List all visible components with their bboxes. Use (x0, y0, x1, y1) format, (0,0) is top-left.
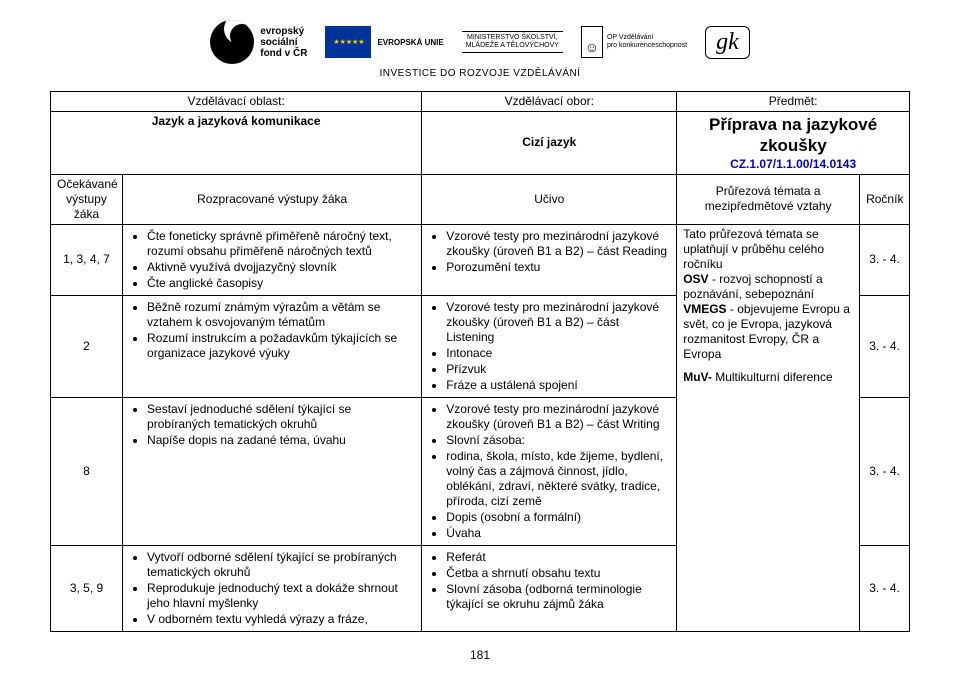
esf-swirl-icon (210, 20, 254, 64)
list-item: Referát (446, 550, 670, 565)
list-item: Vzorové testy pro mezinárodní jazykové z… (446, 229, 670, 259)
msmt-logo: MINISTERSTVO ŠKOLSTVÍ, MLÁDEŽE A TĚLOVÝC… (462, 31, 563, 54)
bullets: Referát Četba a shrnutí obsahu textu Slo… (446, 550, 670, 612)
vystupy-cell: Běžně rozumí známým výrazům a větám se v… (123, 295, 422, 397)
predmet-code: CZ.1.07/1.1.00/14.0143 (683, 157, 903, 172)
head-vystupy: Rozpracované výstupy žáka (123, 174, 422, 224)
oblast-label: Vzdělávací oblast: (51, 92, 422, 112)
ucivo-cell: Vzorové testy pro mezinárodní jazykové z… (422, 295, 677, 397)
list-item: Aktivně využívá dvojjazyčný slovník (147, 260, 415, 275)
obor-label: Vzdělávací obor: (422, 92, 677, 112)
bullets: Běžně rozumí známým výrazům a větám se v… (147, 300, 415, 361)
list-item: Sestaví jednoduché sdělení týkající se p… (147, 402, 415, 432)
list-item: Přízvuk (446, 362, 670, 377)
esf-logo: evropský sociální fond v ČR (210, 20, 307, 64)
list-item: Vzorové testy pro mezinárodní jazykové z… (446, 300, 670, 345)
bullets: Sestaví jednoduché sdělení týkající se p… (147, 402, 415, 448)
eu-text: EVROPSKÁ UNIE (377, 38, 443, 47)
esf-line: evropský (260, 26, 307, 37)
esf-line: fond v ČR (260, 48, 307, 59)
head-cross: Průřezová témata a mezipředmětové vztahy (677, 174, 860, 224)
spacer (683, 362, 853, 370)
head-ucivo: Učivo (422, 174, 677, 224)
op-logo: ☺ OP Vzdělávání pro konkurenceschopnost (581, 26, 687, 58)
list-item: Fráze a ustálená spojení (446, 378, 670, 393)
list-item: Čte anglické časopisy (147, 276, 415, 291)
cross-muv: MuV- Multikulturní diference (683, 370, 853, 385)
muv-r: Multikulturní diference (712, 370, 833, 384)
cross-vmegs: VMEGS - objevujeme Evropu a svět, co je … (683, 302, 853, 362)
osv-b: OSV (683, 272, 708, 286)
rocnik-cell: 3. - 4. (860, 224, 910, 295)
ucivo-cell: Referát Četba a shrnutí obsahu textu Slo… (422, 545, 677, 631)
values-row: Jazyk a jazyková komunikace Cizí jazyk P… (51, 112, 910, 175)
codes-cell: 8 (51, 397, 123, 545)
cross-cell: Tato průřezová témata se uplatňují v prů… (677, 224, 860, 631)
column-headers: Očekávané výstupy žáka Rozpracované výst… (51, 174, 910, 224)
labels-row: Vzdělávací oblast: Vzdělávací obor: Před… (51, 92, 910, 112)
list-item: Běžně rozumí známým výrazům a větám se v… (147, 300, 415, 330)
list-item: Úvaha (446, 526, 670, 541)
logo-row: evropský sociální fond v ČR ★ ★ ★ ★ ★ EV… (50, 20, 910, 64)
op-line: OP Vzdělávání (607, 34, 687, 42)
oblast-value: Jazyk a jazyková komunikace (51, 112, 422, 175)
rocnik-cell: 3. - 4. (860, 295, 910, 397)
page-root: evropský sociální fond v ČR ★ ★ ★ ★ ★ EV… (0, 0, 960, 695)
muv-b: MuV- (683, 370, 712, 384)
head-rocnik: Ročník (860, 174, 910, 224)
codes-cell: 1, 3, 4, 7 (51, 224, 123, 295)
esf-text: evropský sociální fond v ČR (260, 26, 307, 59)
eu-flag-icon: ★ ★ ★ ★ ★ (325, 26, 371, 58)
list-item: Reprodukuje jednoduchý text a dokáže shr… (147, 581, 415, 611)
predmet-cell: Příprava na jazykové zkoušky CZ.1.07/1.1… (677, 112, 910, 175)
page-number: 181 (50, 648, 910, 662)
bullets: Vzorové testy pro mezinárodní jazykové z… (446, 229, 670, 275)
list-item: Slovní zásoba (odborná terminologie týka… (446, 582, 670, 612)
list-item: Vytvoří odborné sdělení týkající se prob… (147, 550, 415, 580)
bullets: Čte foneticky správně přiměřeně náročný … (147, 229, 415, 291)
vystupy-cell: Čte foneticky správně přiměřeně náročný … (123, 224, 422, 295)
list-item: Intonace (446, 346, 670, 361)
op-icon: ☺ (581, 26, 603, 58)
curriculum-table: Vzdělávací oblast: Vzdělávací obor: Před… (50, 91, 910, 632)
ucivo-cell: Vzorové testy pro mezinárodní jazykové z… (422, 397, 677, 545)
invest-line: INVESTICE DO ROZVOJE VZDĚLÁVÁNÍ (50, 68, 910, 79)
list-item: Dopis (osobní a formální) (446, 510, 670, 525)
ucivo-cell: Vzorové testy pro mezinárodní jazykové z… (422, 224, 677, 295)
table-row: 1, 3, 4, 7 Čte foneticky správně přiměře… (51, 224, 910, 295)
list-item: Čte foneticky správně přiměřeně náročný … (147, 229, 415, 259)
cross-osv: OSV - rozvoj schopností a poznávání, seb… (683, 272, 853, 302)
rocnik-cell: 3. - 4. (860, 545, 910, 631)
vmegs-b: VMEGS (683, 302, 726, 316)
head-codes: Očekávané výstupy žáka (51, 174, 123, 224)
list-item: Slovní zásoba: (446, 433, 670, 448)
list-item: Rozumí instrukcím a požadavkům týkajícíc… (147, 331, 415, 361)
codes-cell: 3, 5, 9 (51, 545, 123, 631)
list-item: V odborném textu vyhledá výrazy a fráze, (147, 612, 415, 627)
list-item: Napíše dopis na zadané téma, úvahu (147, 433, 415, 448)
list-item: rodina, škola, místo, kde žijeme, bydlen… (446, 449, 670, 509)
op-line: pro konkurenceschopnost (607, 42, 687, 50)
bullets: Vytvoří odborné sdělení týkající se prob… (147, 550, 415, 627)
list-item: Četba a shrnutí obsahu textu (446, 566, 670, 581)
eu-logo: ★ ★ ★ ★ ★ EVROPSKÁ UNIE (325, 26, 443, 58)
codes-cell: 2 (51, 295, 123, 397)
esf-line: sociální (260, 37, 307, 48)
person-icon: ☺ (585, 40, 599, 55)
vystupy-cell: Vytvoří odborné sdělení týkající se prob… (123, 545, 422, 631)
predmet-label: Předmět: (677, 92, 910, 112)
list-item: Porozumění textu (446, 260, 670, 275)
op-text: OP Vzdělávání pro konkurenceschopnost (607, 34, 687, 49)
list-item: Vzorové testy pro mezinárodní jazykové z… (446, 402, 670, 432)
vystupy-cell: Sestaví jednoduché sdělení týkající se p… (123, 397, 422, 545)
rocnik-cell: 3. - 4. (860, 397, 910, 545)
cross-p1: Tato průřezová témata se uplatňují v prů… (683, 227, 853, 272)
gk-logo: gk (705, 26, 750, 59)
bullets: Vzorové testy pro mezinárodní jazykové z… (446, 402, 670, 541)
bullets: Vzorové testy pro mezinárodní jazykové z… (446, 300, 670, 393)
obor-value: Cizí jazyk (422, 112, 677, 175)
predmet-value: Příprava na jazykové zkoušky (683, 114, 903, 157)
